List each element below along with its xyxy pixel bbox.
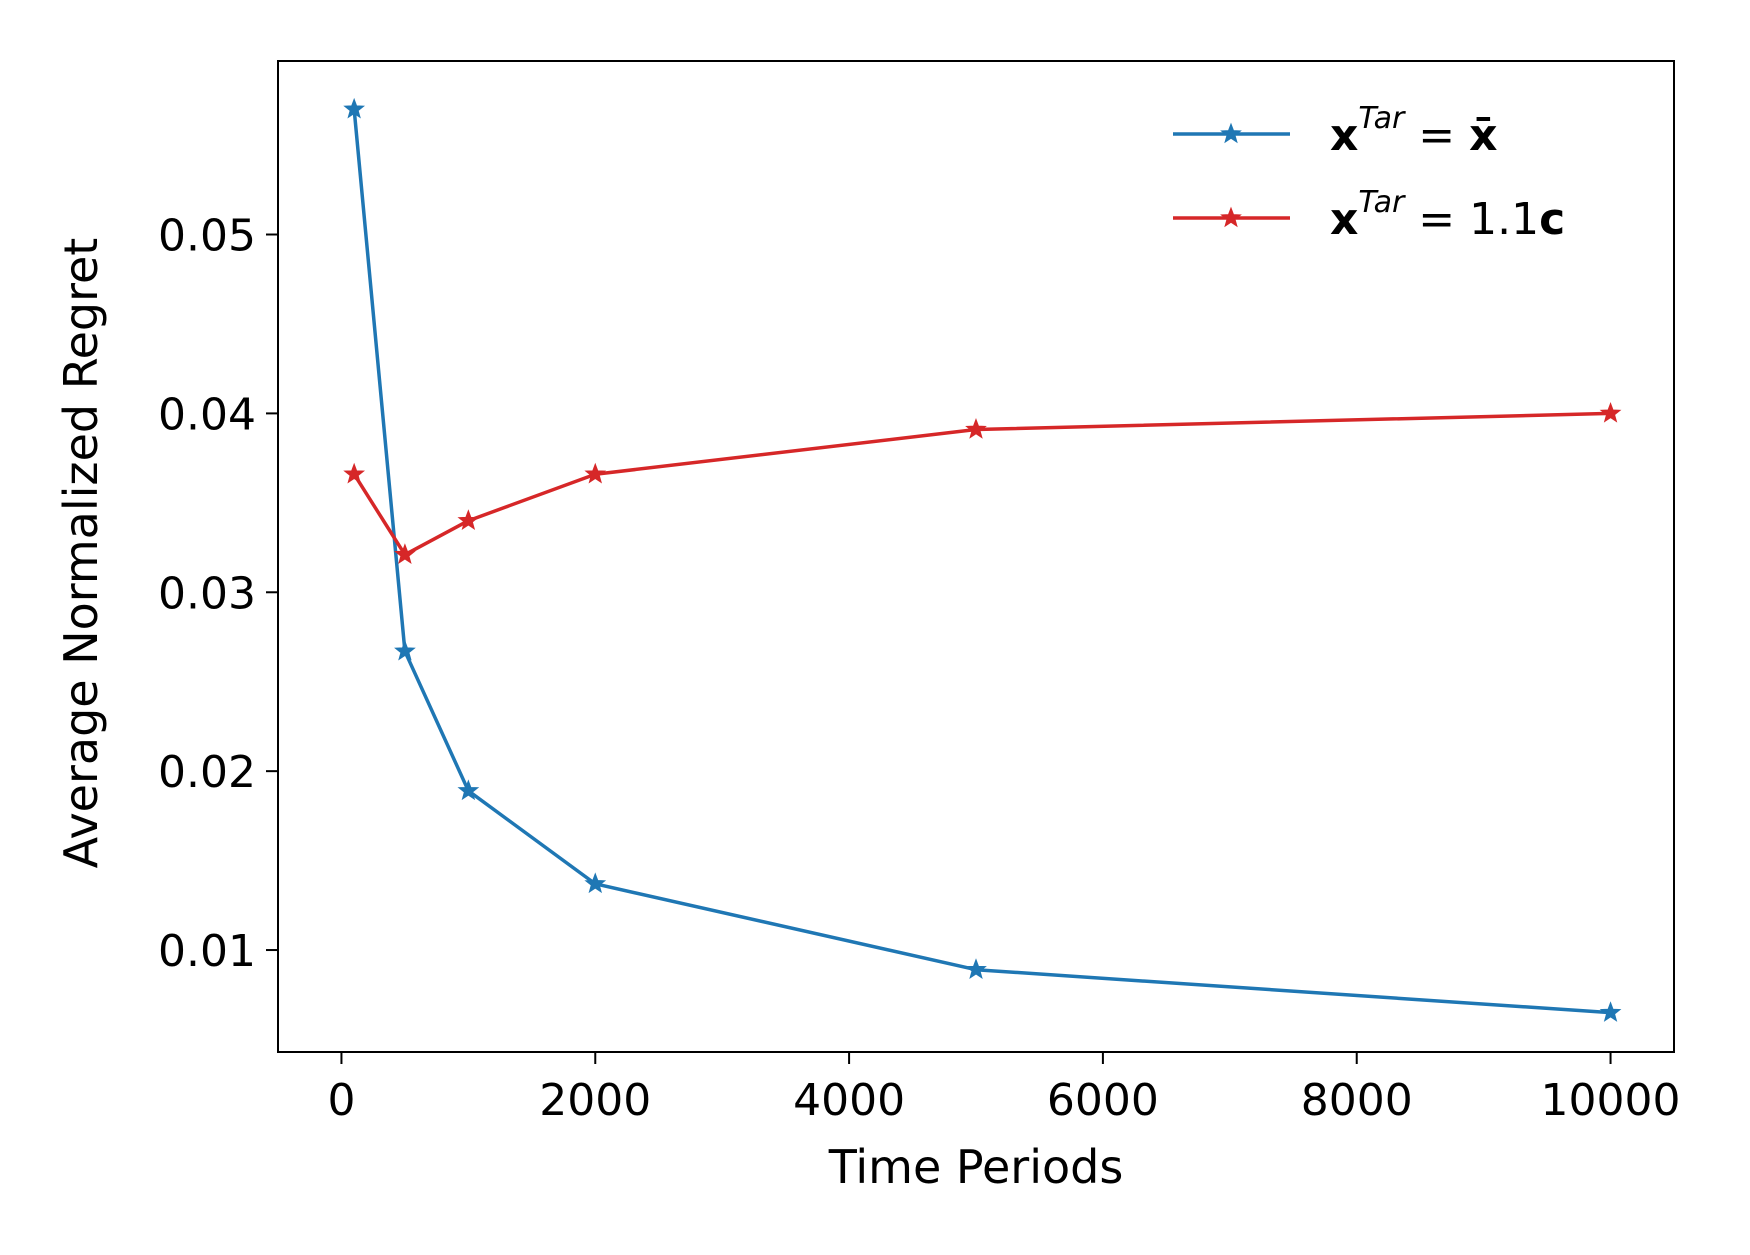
data-point-series-2 <box>457 509 480 530</box>
y-axis: 0.01 0.02 0.03 0.04 0.05 <box>158 211 278 977</box>
x-tick-label: 2000 <box>539 1075 651 1126</box>
y-tick-label: 0.02 <box>158 747 256 798</box>
x-tick-label: 8000 <box>1301 1075 1413 1126</box>
plot-frame <box>277 60 1675 1053</box>
y-tick-label: 0.01 <box>158 926 256 977</box>
series-line-2 <box>352 411 1611 557</box>
data-point-series-1 <box>584 872 607 894</box>
x-tick-label: 10000 <box>1541 1075 1681 1126</box>
legend-label-series-1: xTar = x̄ <box>1330 101 1498 161</box>
x-axis-label: Time Periods <box>828 1140 1124 1194</box>
legend-label-series-2: xTar = 1.1c <box>1330 185 1565 245</box>
series-line-1 <box>352 109 1611 1015</box>
y-axis-label: Average Normalized Regret <box>54 238 108 869</box>
y-tick-label: 0.03 <box>158 568 256 619</box>
x-tick-label: 6000 <box>1047 1075 1159 1126</box>
legend-item-series-1: xTar = x̄ <box>1173 101 1498 161</box>
legend-marker-series-1 <box>1220 122 1242 144</box>
plot-area <box>343 97 1622 1022</box>
x-tick-label: 0 <box>327 1075 355 1126</box>
x-axis: 0 2000 4000 6000 8000 10000 <box>327 1052 1681 1126</box>
data-point-series-2 <box>584 462 607 484</box>
data-point-series-1 <box>457 779 480 801</box>
data-point-series-1 <box>394 639 416 661</box>
data-point-series-1 <box>965 958 987 979</box>
data-point-series-2 <box>1599 401 1622 423</box>
y-tick-label: 0.04 <box>158 389 256 440</box>
data-point-series-2 <box>965 418 987 439</box>
legend-marker-series-2 <box>1220 206 1242 228</box>
data-point-series-2 <box>394 543 416 564</box>
data-point-series-2 <box>343 462 366 484</box>
data-point-series-1 <box>343 97 366 119</box>
x-tick-label: 4000 <box>793 1075 905 1126</box>
y-tick-label: 0.05 <box>158 211 256 262</box>
data-point-series-1 <box>1599 1001 1622 1022</box>
legend-item-series-2: xTar = 1.1c <box>1173 185 1565 245</box>
legend: xTar = x̄ xTar = 1.1c <box>1173 101 1565 245</box>
